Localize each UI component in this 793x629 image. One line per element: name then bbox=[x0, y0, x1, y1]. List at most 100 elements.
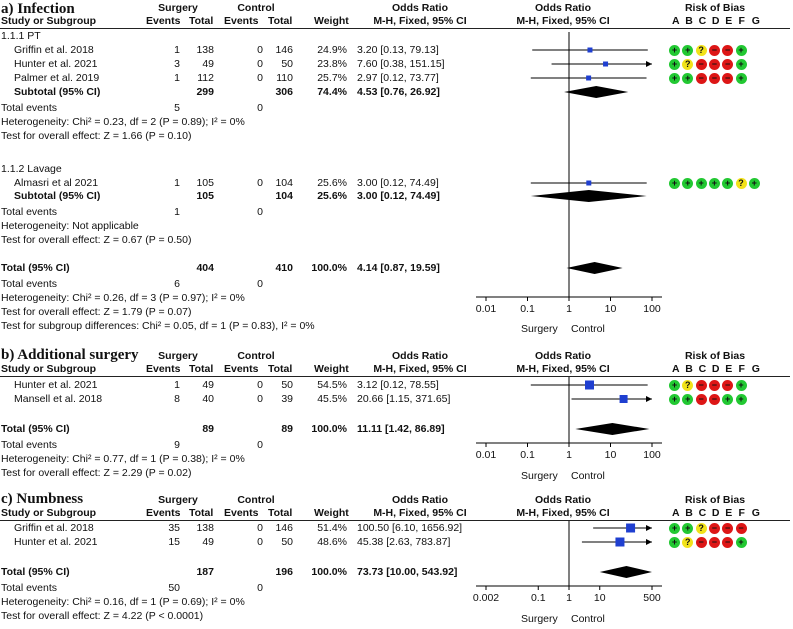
events-control: 0 bbox=[257, 58, 263, 70]
subtotal-weight: 74.4% bbox=[317, 86, 347, 98]
subtotal-label: Subtotal (95% CI) bbox=[14, 190, 101, 202]
study-name: Hunter et al. 2021 bbox=[14, 379, 98, 391]
events-surgery: 1 bbox=[174, 177, 180, 189]
study-name: Hunter et al. 2021 bbox=[14, 536, 98, 548]
bias-dot-low: + bbox=[722, 177, 734, 189]
study-weight: 45.5% bbox=[317, 393, 347, 405]
section-infection: a) Infection Surgery Control Odds Ratio … bbox=[0, 1, 790, 335]
total-events-e1: 9 bbox=[174, 439, 180, 451]
study-ci: 3.20 [0.13, 79.13] bbox=[357, 44, 439, 56]
rob-letter: A bbox=[672, 507, 680, 519]
study-weight: 54.5% bbox=[317, 379, 347, 391]
or-plot-title: Odds Ratio bbox=[534, 2, 591, 14]
infection-x-tick-label: 10 bbox=[605, 303, 617, 315]
bias-dot-unclear: ? bbox=[682, 58, 694, 70]
bias-dot-high: − bbox=[695, 72, 707, 84]
events-control: 0 bbox=[257, 379, 263, 391]
subtotal-ci: 3.00 [0.12, 74.49] bbox=[357, 190, 440, 202]
total-ci: 73.73 [10.00, 543.92] bbox=[357, 566, 458, 578]
method-plot-header: M-H, Fixed, 95% CI bbox=[516, 507, 610, 519]
rob-letter: B bbox=[685, 15, 693, 27]
subtotal-n1: 105 bbox=[196, 190, 214, 202]
study-weight: 25.6% bbox=[317, 177, 347, 189]
rob-letter: C bbox=[698, 15, 707, 27]
total-events-e2: 0 bbox=[257, 206, 263, 218]
numbness-study-arrow bbox=[646, 539, 652, 545]
total-events-label: Total events bbox=[1, 278, 58, 290]
bias-dot-low: + bbox=[682, 177, 694, 189]
events-surgery: 1 bbox=[174, 72, 180, 84]
rob-letter: B bbox=[685, 507, 693, 519]
events-control: 0 bbox=[257, 44, 263, 56]
total-ci: 4.14 [0.87, 19.59] bbox=[357, 262, 440, 274]
study-name: Griffin et al. 2018 bbox=[14, 522, 94, 534]
overall-effect: Test for overall effect: Z = 4.22 (P < 0… bbox=[1, 610, 204, 622]
events-surgery: 1 bbox=[174, 44, 180, 56]
bias-dot-high: − bbox=[735, 522, 747, 534]
total-surgery: 49 bbox=[202, 536, 214, 548]
rob-letter: D bbox=[711, 507, 720, 519]
total-label: Total (95% CI) bbox=[1, 262, 70, 274]
surgery-header: Surgery bbox=[158, 2, 198, 14]
rob-letter: G bbox=[751, 15, 760, 27]
study-weight: 51.4% bbox=[317, 522, 347, 534]
bias-dot-low: + bbox=[722, 393, 734, 405]
method-plot-header: M-H, Fixed, 95% CI bbox=[516, 15, 610, 27]
subgroup-label: 1.1.1 PT bbox=[1, 30, 41, 42]
bias-dot-high: − bbox=[722, 536, 734, 548]
section-title: a) Infection bbox=[1, 1, 75, 17]
section-title: b) Additional surgery bbox=[1, 347, 139, 363]
header-rule bbox=[0, 28, 790, 29]
study-ci: 20.66 [1.15, 371.65] bbox=[357, 393, 451, 405]
total-label: Total (95% CI) bbox=[1, 423, 70, 435]
events-surgery: 15 bbox=[168, 536, 180, 548]
total-events-e1: 50 bbox=[168, 582, 180, 594]
rob-letter: A bbox=[672, 15, 680, 27]
infection-x-tick-label: 0.01 bbox=[476, 303, 497, 315]
rob-letter: E bbox=[725, 15, 733, 27]
study-name: Griffin et al. 2018 bbox=[14, 44, 94, 56]
surgery-header: Surgery bbox=[158, 494, 198, 506]
section-numbness: c) Numbness Surgery Control Odds Ratio O… bbox=[0, 490, 793, 629]
total-surgery: 40 bbox=[202, 393, 214, 405]
weight-header: Weight bbox=[314, 15, 349, 27]
study-name: Mansell et al. 2018 bbox=[14, 393, 103, 405]
bias-dot-high: − bbox=[695, 393, 707, 405]
header-rule bbox=[0, 520, 790, 521]
bias-dot-low: + bbox=[695, 177, 707, 189]
subtotal-n2: 104 bbox=[275, 190, 293, 202]
total-events-label: Total events bbox=[1, 206, 58, 218]
total-control: 39 bbox=[281, 393, 293, 405]
additional-surgery-x-tick-label: 1 bbox=[566, 449, 572, 461]
events-surgery: 8 bbox=[174, 393, 180, 405]
total-n2: 196 bbox=[275, 566, 293, 578]
study-ci: 3.12 [0.12, 78.55] bbox=[357, 379, 439, 391]
heterogeneity: Heterogeneity: Chi² = 0.77, df = 1 (P = … bbox=[1, 453, 245, 465]
bias-dot-low: + bbox=[735, 72, 747, 84]
study-header: Study or Subgroup bbox=[1, 507, 97, 519]
total-surgery: 105 bbox=[196, 177, 214, 189]
rob-letter: G bbox=[751, 363, 760, 375]
events-header: Events bbox=[224, 15, 259, 27]
bias-dot-high: − bbox=[708, 58, 720, 70]
subtotal-weight: 25.6% bbox=[317, 190, 347, 202]
total-events-e2: 0 bbox=[257, 439, 263, 451]
rob-letter: C bbox=[698, 507, 707, 519]
bias-dot-high: − bbox=[695, 379, 707, 391]
bias-dot-high: − bbox=[722, 522, 734, 534]
bias-dot-low: + bbox=[735, 58, 747, 70]
numbness-study-marker bbox=[626, 523, 636, 533]
study-weight: 24.9% bbox=[317, 44, 347, 56]
bias-dot-high: − bbox=[722, 379, 734, 391]
infection-study-marker bbox=[586, 180, 592, 186]
rob-letter: C bbox=[698, 363, 707, 375]
total-header: Total bbox=[268, 507, 293, 519]
infection-study-marker bbox=[603, 61, 609, 67]
control-header: Control bbox=[237, 350, 275, 362]
bias-dot-low: + bbox=[708, 177, 720, 189]
bias-dot-low: + bbox=[669, 177, 680, 189]
total-events-e2: 0 bbox=[257, 278, 263, 290]
bias-dot-high: − bbox=[708, 72, 720, 84]
or-title: Odds Ratio bbox=[391, 494, 448, 506]
